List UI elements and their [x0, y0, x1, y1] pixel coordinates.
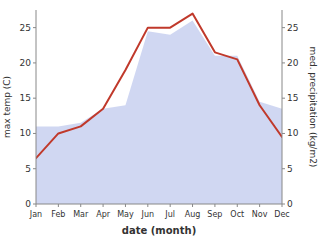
- x-tick: [80, 204, 81, 207]
- page: {"chart_data": {"type": "line", "xlabel"…: [0, 0, 318, 242]
- x-tick: [58, 204, 59, 207]
- y2-axis-line: [282, 10, 283, 204]
- x-tick: [259, 204, 260, 207]
- y-tick: [33, 133, 36, 134]
- y2-tick-label: 15: [287, 93, 298, 103]
- precipitation-area: [36, 21, 282, 204]
- y-tick-label: 0: [25, 199, 31, 209]
- x-tick-label: Aug: [185, 210, 201, 219]
- x-tick: [36, 204, 37, 207]
- x-tick-label: Sep: [207, 210, 222, 219]
- y-tick: [33, 62, 36, 63]
- x-tick: [282, 204, 283, 207]
- x-axis-label: date (month): [122, 225, 196, 236]
- y2-tick: [282, 168, 285, 169]
- y-tick-label: 15: [20, 93, 31, 103]
- y-tick-label: 5: [25, 164, 31, 174]
- y-tick-label: 25: [20, 23, 31, 33]
- y2-tick-label: 25: [287, 23, 298, 33]
- x-tick-label: Mar: [73, 210, 89, 219]
- x-axis-line: [36, 204, 282, 205]
- y2-tick: [282, 27, 285, 28]
- y2-tick: [282, 98, 285, 99]
- x-tick-label: Jun: [141, 210, 155, 219]
- y2-tick-label: 5: [287, 164, 293, 174]
- x-tick: [103, 204, 104, 207]
- y2-tick: [282, 133, 285, 134]
- y-axis-label: max temp (C): [2, 76, 12, 138]
- x-tick: [214, 204, 215, 207]
- temperature-line: [36, 14, 282, 159]
- x-tick-label: Apr: [96, 210, 111, 219]
- y2-tick-label: 0: [287, 199, 293, 209]
- x-tick: [125, 204, 126, 207]
- x-tick-label: Jul: [164, 210, 175, 219]
- x-tick-label: Jan: [29, 210, 42, 219]
- x-tick: [192, 204, 193, 207]
- plot-area: [36, 14, 282, 204]
- y-tick-label: 10: [20, 128, 32, 138]
- y2-tick: [282, 62, 285, 63]
- x-tick-label: Nov: [252, 210, 268, 219]
- y2-tick-label: 10: [287, 128, 299, 138]
- y-axis-line: [36, 10, 37, 204]
- y2-axis-label: med. precipitation (kg/m2): [308, 47, 318, 168]
- x-tick-label: Dec: [274, 210, 289, 219]
- y-tick-label: 20: [20, 58, 32, 68]
- chart-svg: 0 5 10 15 20 25 0 5 10 15 20 25 Jan Feb Mar Apr May Jun Ju…: [0, 0, 318, 242]
- y-tick: [33, 168, 36, 169]
- x-tick-label: Oct: [230, 210, 244, 219]
- y-tick: [33, 27, 36, 28]
- x-tick: [237, 204, 238, 207]
- x-tick-label: Feb: [51, 210, 65, 219]
- chart-container: 0 5 10 15 20 25 0 5 10 15 20 25 Jan Feb Mar Apr May Jun Ju…: [0, 0, 318, 242]
- x-tick-label: May: [117, 210, 134, 219]
- x-tick: [170, 204, 171, 207]
- x-tick: [147, 204, 148, 207]
- y2-tick-label: 20: [287, 58, 299, 68]
- y-tick: [33, 98, 36, 99]
